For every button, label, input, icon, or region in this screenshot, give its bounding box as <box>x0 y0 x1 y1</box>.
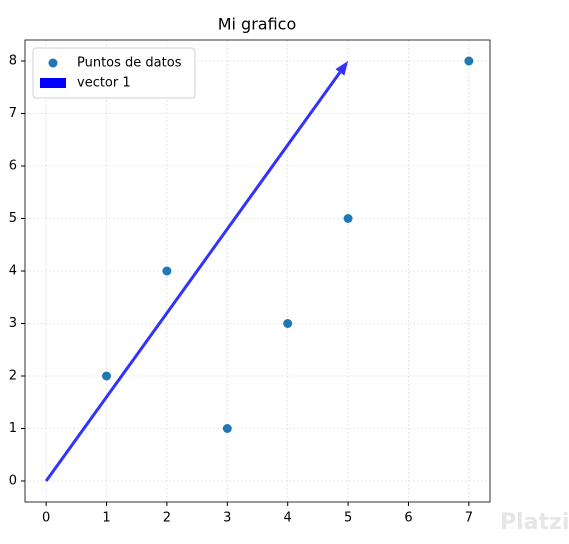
legend-marker <box>48 58 58 68</box>
vector-head <box>335 61 349 76</box>
data-point <box>222 424 232 433</box>
legend-label: vector 1 <box>77 76 131 91</box>
y-tick-label: 2 <box>9 369 17 384</box>
x-tick-label: 5 <box>344 511 352 526</box>
watermark: Platzi <box>500 510 569 535</box>
y-tick-label: 3 <box>9 316 17 331</box>
x-tick-label: 2 <box>163 511 171 526</box>
legend-marker <box>40 78 66 88</box>
x-tick-label: 4 <box>284 511 292 526</box>
y-tick-label: 6 <box>9 159 17 174</box>
data-point <box>102 371 112 381</box>
legend-label: Puntos de datos <box>77 56 182 71</box>
x-tick-label: 6 <box>404 511 412 526</box>
y-tick-label: 4 <box>9 264 17 279</box>
x-tick-label: 0 <box>42 511 50 526</box>
y-tick-label: 7 <box>9 106 17 121</box>
data-point <box>343 214 353 223</box>
y-tick-label: 8 <box>9 54 17 69</box>
y-tick-label: 1 <box>9 421 17 436</box>
vector-shaft <box>44 71 342 482</box>
vector <box>44 61 349 482</box>
data-point <box>464 56 474 66</box>
legend-box <box>32 47 196 99</box>
x-tick-label: 3 <box>223 511 231 526</box>
data-point <box>162 266 172 276</box>
x-tick-label: 7 <box>465 511 473 526</box>
data-point <box>283 319 293 328</box>
chart-title: Mi grafico <box>218 15 297 34</box>
x-tick-label: 1 <box>102 511 110 526</box>
y-tick-label: 0 <box>9 474 17 489</box>
y-tick-label: 5 <box>9 211 17 226</box>
plot-frame <box>24 39 491 503</box>
